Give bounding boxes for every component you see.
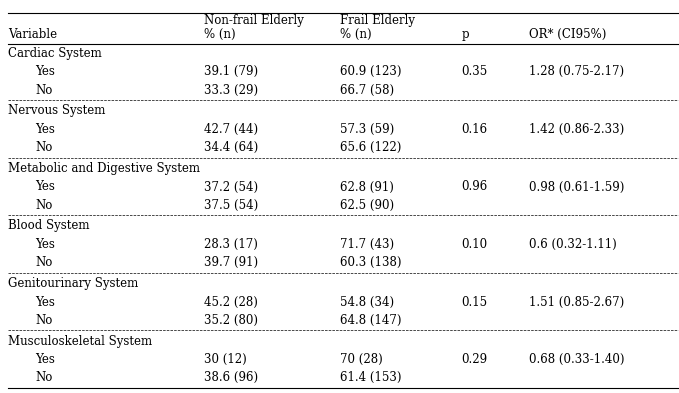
Text: Metabolic and Digestive System: Metabolic and Digestive System	[8, 162, 200, 175]
Text: 54.8 (34): 54.8 (34)	[340, 296, 394, 309]
Text: 62.8 (91): 62.8 (91)	[340, 180, 393, 193]
Text: 0.35: 0.35	[461, 65, 488, 79]
Text: 39.1 (79): 39.1 (79)	[204, 65, 259, 79]
Text: 65.6 (122): 65.6 (122)	[340, 141, 401, 154]
Text: 39.7 (91): 39.7 (91)	[204, 256, 259, 269]
Text: 0.10: 0.10	[461, 238, 488, 251]
Text: Non-frail Elderly: Non-frail Elderly	[204, 14, 304, 27]
Text: % (n): % (n)	[340, 28, 371, 41]
Text: Frail Elderly: Frail Elderly	[340, 14, 414, 27]
Text: Blood System: Blood System	[8, 219, 90, 233]
Text: 0.98 (0.61-1.59): 0.98 (0.61-1.59)	[529, 180, 624, 193]
Text: 34.4 (64): 34.4 (64)	[204, 141, 259, 154]
Text: 64.8 (147): 64.8 (147)	[340, 314, 401, 327]
Text: 60.3 (138): 60.3 (138)	[340, 256, 401, 269]
Text: 71.7 (43): 71.7 (43)	[340, 238, 394, 251]
Text: 1.51 (0.85-2.67): 1.51 (0.85-2.67)	[529, 296, 624, 309]
Text: No: No	[35, 141, 52, 154]
Text: 0.96: 0.96	[461, 180, 488, 193]
Text: Yes: Yes	[35, 65, 55, 79]
Text: Variable: Variable	[8, 28, 57, 41]
Text: Yes: Yes	[35, 353, 55, 366]
Text: 0.68 (0.33-1.40): 0.68 (0.33-1.40)	[529, 353, 625, 366]
Text: No: No	[35, 314, 52, 327]
Text: 38.6 (96): 38.6 (96)	[204, 371, 259, 384]
Text: Genitourinary System: Genitourinary System	[8, 277, 139, 290]
Text: No: No	[35, 84, 52, 97]
Text: % (n): % (n)	[204, 28, 236, 41]
Text: p: p	[461, 28, 469, 41]
Text: 61.4 (153): 61.4 (153)	[340, 371, 401, 384]
Text: OR* (CI95%): OR* (CI95%)	[529, 28, 606, 41]
Text: No: No	[35, 256, 52, 269]
Text: 70 (28): 70 (28)	[340, 353, 382, 366]
Text: 0.15: 0.15	[461, 296, 488, 309]
Text: Yes: Yes	[35, 180, 55, 193]
Text: 66.7 (58): 66.7 (58)	[340, 84, 394, 97]
Text: 57.3 (59): 57.3 (59)	[340, 123, 394, 136]
Text: 30 (12): 30 (12)	[204, 353, 247, 366]
Text: 28.3 (17): 28.3 (17)	[204, 238, 258, 251]
Text: 1.42 (0.86-2.33): 1.42 (0.86-2.33)	[529, 123, 624, 136]
Text: 35.2 (80): 35.2 (80)	[204, 314, 258, 327]
Text: 0.16: 0.16	[461, 123, 488, 136]
Text: Musculoskeletal System: Musculoskeletal System	[8, 334, 152, 347]
Text: 45.2 (28): 45.2 (28)	[204, 296, 258, 309]
Text: No: No	[35, 371, 52, 384]
Text: Yes: Yes	[35, 238, 55, 251]
Text: Cardiac System: Cardiac System	[8, 47, 102, 60]
Text: Yes: Yes	[35, 296, 55, 309]
Text: 60.9 (123): 60.9 (123)	[340, 65, 401, 79]
Text: 0.6 (0.32-1.11): 0.6 (0.32-1.11)	[529, 238, 617, 251]
Text: No: No	[35, 199, 52, 212]
Text: 42.7 (44): 42.7 (44)	[204, 123, 259, 136]
Text: 37.5 (54): 37.5 (54)	[204, 199, 259, 212]
Text: 33.3 (29): 33.3 (29)	[204, 84, 259, 97]
Text: Yes: Yes	[35, 123, 55, 136]
Text: 1.28 (0.75-2.17): 1.28 (0.75-2.17)	[529, 65, 624, 79]
Text: 0.29: 0.29	[461, 353, 488, 366]
Text: 62.5 (90): 62.5 (90)	[340, 199, 394, 212]
Text: Nervous System: Nervous System	[8, 105, 105, 118]
Text: 37.2 (54): 37.2 (54)	[204, 180, 259, 193]
